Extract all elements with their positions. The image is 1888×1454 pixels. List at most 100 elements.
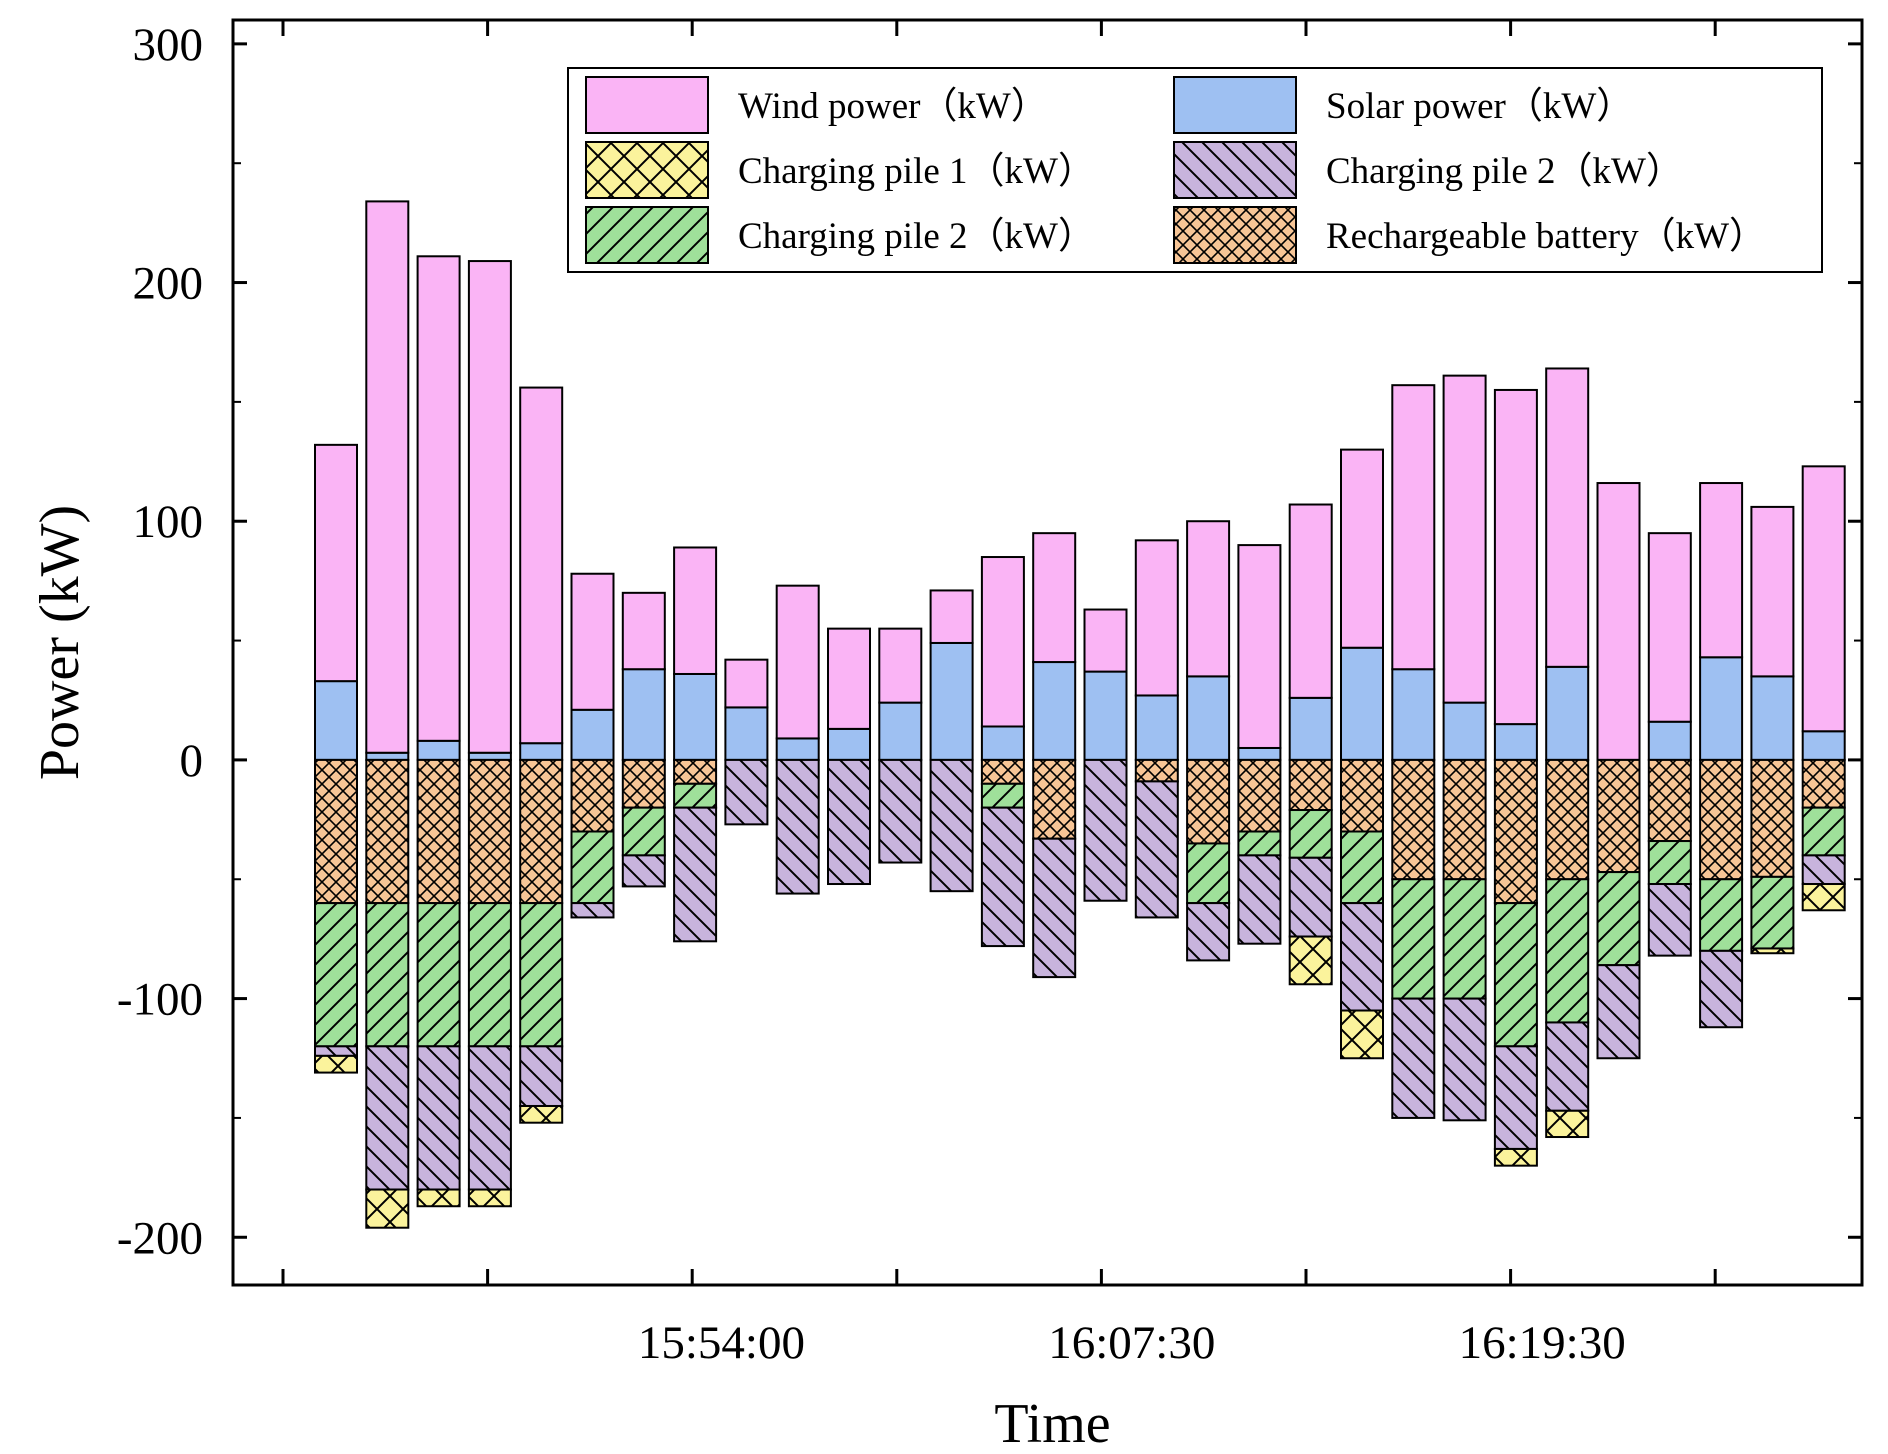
battery-segment <box>673 758 718 785</box>
pile2-purple-segment <box>1647 883 1692 957</box>
pile2-green-segment <box>1493 902 1538 1048</box>
battery-segment <box>1699 758 1744 881</box>
battery-segment <box>365 758 410 905</box>
pile2-purple-segment <box>416 1045 461 1191</box>
pile2-green-segment <box>1442 878 1487 1000</box>
solar-segment <box>878 701 923 761</box>
pile2-green-segment <box>314 902 358 1048</box>
solar-segment <box>416 739 461 761</box>
solar-segment <box>929 641 974 761</box>
wind-segment <box>1750 505 1795 678</box>
pile2-green-segment <box>1647 840 1692 886</box>
bar-stack-5 <box>519 386 564 1124</box>
wind-segment <box>878 627 923 704</box>
legend-label-pile2-green: Charging pile 2（kW） <box>738 216 1095 257</box>
wind-segment <box>673 546 718 675</box>
legend-swatch-solar <box>1173 76 1297 134</box>
wind-segment <box>775 584 820 740</box>
legend-label-battery: Rechargeable battery（kW） <box>1326 216 1766 257</box>
battery-segment <box>1340 758 1384 833</box>
solar-segment <box>1237 746 1282 761</box>
pile2-green-segment <box>1545 878 1590 1024</box>
battery-segment <box>621 758 666 809</box>
legend-label-pile2-purple: Charging pile 2（kW） <box>1326 151 1683 192</box>
bar-stack-23 <box>1442 374 1487 1122</box>
pile2-purple-segment <box>1545 1021 1590 1112</box>
x-axis: 15:54:00 16:07:30 16:19:30 <box>281 20 1717 1369</box>
wind-segment <box>1801 465 1846 733</box>
bar-stack-24 <box>1493 388 1538 1167</box>
battery-segment <box>1237 758 1282 833</box>
pile2-purple-segment <box>570 902 615 919</box>
pile1-segment <box>467 1188 512 1208</box>
bar-stack-22 <box>1391 384 1436 1119</box>
bar-stack-14 <box>980 556 1025 948</box>
pile2-green-segment <box>1340 830 1384 905</box>
solar-segment <box>775 737 820 761</box>
legend-label-solar: Solar power（kW） <box>1326 86 1633 127</box>
battery-segment <box>1032 758 1077 840</box>
bar-stack-29 <box>1750 505 1795 955</box>
wind-segment <box>1288 503 1333 699</box>
legend-item-wind: Wind power（kW） <box>585 76 1048 134</box>
bar-stack-13 <box>929 589 974 893</box>
x-tick-label: 15:54:00 <box>638 1317 805 1369</box>
solar-segment <box>1545 665 1590 761</box>
solar-segment <box>467 751 512 761</box>
bars-layer <box>314 200 1846 1229</box>
pile2-purple-segment <box>1237 854 1282 945</box>
pile1-segment <box>1288 935 1333 986</box>
pile2-purple-segment <box>314 1045 358 1057</box>
bar-stack-20 <box>1288 503 1333 986</box>
x-tick-label: 16:19:30 <box>1459 1317 1626 1369</box>
solar-segment <box>980 725 1025 761</box>
battery-segment <box>1391 758 1436 881</box>
solar-segment <box>1750 675 1795 761</box>
pile2-green-segment <box>980 782 1025 809</box>
wind-segment <box>1186 520 1231 678</box>
solar-segment <box>314 680 358 761</box>
bar-stack-16 <box>1083 608 1128 902</box>
legend-item-pile2-green: Charging pile 2（kW） <box>585 206 1095 264</box>
pile2-purple-segment <box>467 1045 512 1191</box>
pile1-segment <box>416 1188 461 1208</box>
legend: Wind power（kW） Solar power（kW） Charging pi… <box>567 67 1823 273</box>
wind-segment <box>1545 367 1590 668</box>
battery-segment <box>1750 758 1795 878</box>
pile2-purple-segment <box>827 758 871 886</box>
pile2-green-segment <box>1750 875 1795 950</box>
pile2-green-segment <box>519 902 564 1048</box>
legend-item-battery: Rechargeable battery（kW） <box>1173 206 1766 264</box>
pile2-green-segment <box>1237 830 1282 857</box>
pile1-segment <box>1801 883 1846 912</box>
bar-stack-30 <box>1801 465 1846 912</box>
pile1-segment <box>1545 1109 1590 1139</box>
pile2-purple-segment <box>1186 902 1231 962</box>
solar-segment <box>1493 723 1538 761</box>
pile1-segment <box>1750 947 1795 955</box>
bar-stack-17 <box>1134 539 1179 919</box>
solar-segment <box>1699 656 1744 761</box>
legend-swatch-wind <box>585 76 709 134</box>
pile2-green-segment <box>365 902 410 1048</box>
battery-segment <box>1288 758 1333 812</box>
battery-segment <box>1596 758 1641 874</box>
legend-label-pile1: Charging pile 1（kW） <box>738 151 1095 192</box>
pile2-purple-segment <box>929 758 974 893</box>
wind-segment <box>1340 448 1384 649</box>
solar-segment <box>1134 694 1179 761</box>
bar-stack-9 <box>724 658 769 826</box>
wind-segment <box>519 386 564 745</box>
pile2-green-segment <box>1699 878 1744 952</box>
battery-segment <box>1186 758 1231 845</box>
bar-stack-21 <box>1340 448 1384 1060</box>
wind-segment <box>1647 532 1692 723</box>
y-tick-label: 200 <box>133 258 204 310</box>
pile2-purple-segment <box>365 1045 410 1191</box>
legend-item-pile1: Charging pile 1（kW） <box>585 141 1095 199</box>
wind-segment <box>1493 388 1538 726</box>
pile2-purple-segment <box>1083 758 1128 902</box>
battery-segment <box>1647 758 1692 843</box>
battery-segment <box>1493 758 1538 905</box>
